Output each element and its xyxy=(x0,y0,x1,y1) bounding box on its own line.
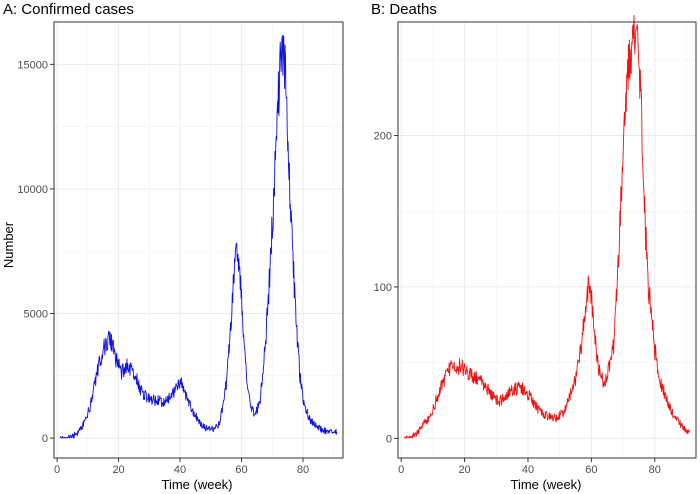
panel-a-plot: 0 20 40 60 80 0 5000 10000 15000 xyxy=(17,21,344,476)
panel-a-title: A: Confirmed cases xyxy=(3,1,134,18)
panel-b-series-line xyxy=(403,14,690,439)
panel-b-x-tick-label: 60 xyxy=(585,464,597,476)
panel-a-border xyxy=(53,21,344,459)
panel-b-y-tick-label: 100 xyxy=(374,282,392,294)
panel-b-y-tick-label: 200 xyxy=(374,131,392,143)
panel-a-series-line xyxy=(59,35,338,439)
panel-b-x-tick-label: 80 xyxy=(649,464,661,476)
panel-a-x-tick-label: 60 xyxy=(235,464,247,476)
panel-a-x-tick-label: 20 xyxy=(112,464,124,476)
panel-a-y-tick-label: 0 xyxy=(42,433,48,445)
panel-a-y-tick-label: 10000 xyxy=(17,184,48,196)
panel-b-y-tick-label: 0 xyxy=(386,433,392,445)
panel-b-x-tick-label: 40 xyxy=(522,464,534,476)
panel-b-x-tick-label: 0 xyxy=(398,464,404,476)
panel-a-x-axis-title: Time (week) xyxy=(161,477,232,492)
panel-a-x-tick-label: 80 xyxy=(297,464,309,476)
panel-b-border xyxy=(397,21,697,459)
panel-b-title: B: Deaths xyxy=(371,1,437,18)
panel-b-x-axis-title: Time (week) xyxy=(510,477,581,492)
panel-b-plot: 0 20 40 60 80 0 100 200 xyxy=(374,14,697,476)
panel-a-y-axis-title: Number xyxy=(1,221,16,268)
panel-a-x-tick-label: 40 xyxy=(174,464,186,476)
panel-a-y-tick-label: 5000 xyxy=(24,308,48,320)
panel-b-x-tick-label: 20 xyxy=(458,464,470,476)
panel-a-y-tick-label: 15000 xyxy=(17,59,48,71)
panel-a-x-tick-label: 0 xyxy=(54,464,60,476)
